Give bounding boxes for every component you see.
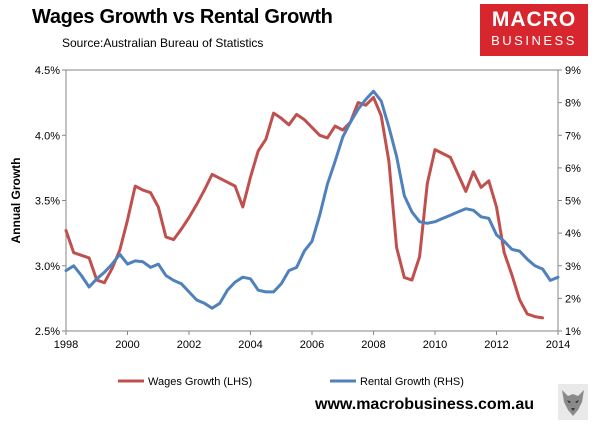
- x-tick-label: 2006: [300, 339, 324, 351]
- y-left-tick-label: 3.5%: [35, 196, 60, 208]
- y-right-tick-label: 3%: [565, 261, 581, 273]
- x-tick-label: 1998: [54, 339, 78, 351]
- legend-label: Wages Growth (LHS): [148, 376, 252, 388]
- x-tick-label: 2012: [484, 339, 508, 351]
- series-line-rental: [64, 89, 560, 310]
- plot-area-border: [65, 69, 559, 332]
- x-tick-label: 2004: [238, 339, 262, 351]
- y-right-tick-label: 2%: [565, 293, 581, 305]
- x-tick-label: 2010: [423, 339, 447, 351]
- series-line-wages: [64, 95, 545, 320]
- y-right-tick-label: 8%: [565, 98, 581, 110]
- x-tick-label: 2000: [115, 339, 139, 351]
- y-right-tick-label: 5%: [565, 196, 581, 208]
- y-axis-label: Annual Growth: [9, 158, 23, 244]
- wolf-mascot-icon: [558, 384, 588, 420]
- logo-line2: BUSINESS: [491, 33, 577, 48]
- y-left-tick-label: 4.5%: [35, 65, 60, 77]
- y-left-tick-label: 2.5%: [35, 326, 60, 338]
- x-tick-label: 2002: [177, 339, 201, 351]
- y-left-tick-label: 4.0%: [35, 130, 60, 142]
- legend-label: Rental Growth (RHS): [360, 376, 464, 388]
- x-tick-label: 2014: [546, 339, 570, 351]
- website-url: www.macrobusiness.com.au: [315, 396, 535, 413]
- y-right-tick-label: 7%: [565, 130, 581, 142]
- macrobusiness-logo: MACRO BUSINESS: [480, 4, 588, 56]
- x-tick-label: 2008: [361, 339, 385, 351]
- y-right-tick-label: 1%: [565, 326, 581, 338]
- y-right-tick-label: 6%: [565, 163, 581, 175]
- chart-source: Source:Australian Bureau of Statistics: [62, 36, 264, 50]
- logo-line1: MACRO: [491, 8, 577, 31]
- chart-title: Wages Growth vs Rental Growth: [32, 6, 333, 28]
- y-left-tick-label: 3.0%: [35, 261, 60, 273]
- y-right-tick-label: 9%: [565, 65, 581, 77]
- y-right-tick-label: 4%: [565, 228, 581, 240]
